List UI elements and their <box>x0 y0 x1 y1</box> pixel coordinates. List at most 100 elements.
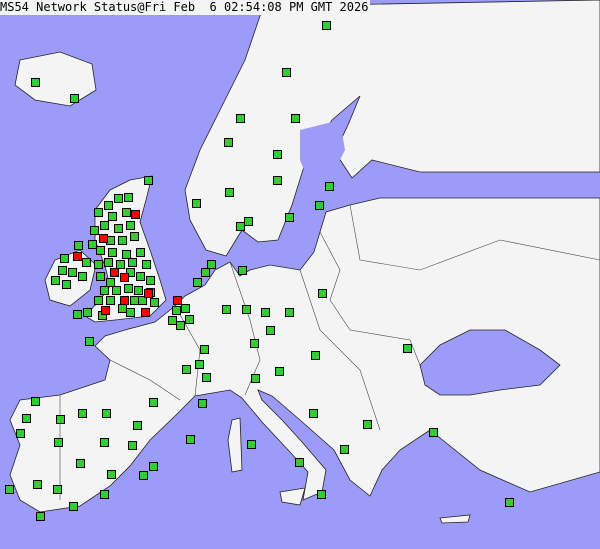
station-marker-ok[interactable] <box>238 266 247 275</box>
station-marker-ok[interactable] <box>85 337 94 346</box>
station-marker-ok[interactable] <box>73 310 82 319</box>
station-marker-ok[interactable] <box>68 268 77 277</box>
station-marker-ok[interactable] <box>122 250 131 259</box>
station-marker-ok[interactable] <box>311 351 320 360</box>
station-marker-ok[interactable] <box>200 345 209 354</box>
station-marker-ok[interactable] <box>108 248 117 257</box>
station-marker-ok[interactable] <box>146 276 155 285</box>
station-marker-alert[interactable] <box>99 234 108 243</box>
station-marker-ok[interactable] <box>247 440 256 449</box>
station-marker-ok[interactable] <box>102 409 111 418</box>
station-marker-ok[interactable] <box>96 246 105 255</box>
station-marker-ok[interactable] <box>128 258 137 267</box>
station-marker-ok[interactable] <box>107 470 116 479</box>
station-marker-ok[interactable] <box>78 409 87 418</box>
station-marker-ok[interactable] <box>317 490 326 499</box>
station-marker-ok[interactable] <box>273 176 282 185</box>
station-marker-ok[interactable] <box>182 365 191 374</box>
station-marker-ok[interactable] <box>505 498 514 507</box>
station-marker-alert[interactable] <box>101 306 110 315</box>
station-marker-ok[interactable] <box>340 445 349 454</box>
station-marker-ok[interactable] <box>242 305 251 314</box>
station-marker-alert[interactable] <box>120 273 129 282</box>
station-marker-ok[interactable] <box>250 339 259 348</box>
station-marker-ok[interactable] <box>53 485 62 494</box>
station-marker-ok[interactable] <box>275 367 284 376</box>
station-marker-ok[interactable] <box>31 78 40 87</box>
station-marker-ok[interactable] <box>309 409 318 418</box>
station-marker-ok[interactable] <box>150 298 159 307</box>
station-marker-ok[interactable] <box>114 194 123 203</box>
station-marker-ok[interactable] <box>142 260 151 269</box>
station-marker-alert[interactable] <box>131 210 140 219</box>
station-marker-ok[interactable] <box>363 420 372 429</box>
station-marker-ok[interactable] <box>236 222 245 231</box>
station-marker-ok[interactable] <box>236 114 245 123</box>
station-marker-ok[interactable] <box>144 176 153 185</box>
station-marker-ok[interactable] <box>251 374 260 383</box>
station-marker-alert[interactable] <box>141 308 150 317</box>
station-marker-ok[interactable] <box>136 272 145 281</box>
station-marker-ok[interactable] <box>318 289 327 298</box>
station-marker-ok[interactable] <box>100 438 109 447</box>
station-marker-ok[interactable] <box>56 415 65 424</box>
station-marker-ok[interactable] <box>138 296 147 305</box>
station-marker-ok[interactable] <box>100 286 109 295</box>
station-marker-ok[interactable] <box>58 266 67 275</box>
station-marker-ok[interactable] <box>118 236 127 245</box>
station-marker-ok[interactable] <box>192 199 201 208</box>
station-marker-ok[interactable] <box>94 208 103 217</box>
station-marker-ok[interactable] <box>403 344 412 353</box>
station-marker-ok[interactable] <box>172 306 181 315</box>
station-marker-ok[interactable] <box>195 360 204 369</box>
station-marker-ok[interactable] <box>54 438 63 447</box>
station-marker-ok[interactable] <box>36 512 45 521</box>
station-marker-alert[interactable] <box>120 296 129 305</box>
station-marker-ok[interactable] <box>201 268 210 277</box>
station-marker-ok[interactable] <box>207 260 216 269</box>
station-marker-ok[interactable] <box>134 286 143 295</box>
station-marker-ok[interactable] <box>124 284 133 293</box>
station-marker-ok[interactable] <box>100 221 109 230</box>
station-marker-ok[interactable] <box>33 480 42 489</box>
station-marker-ok[interactable] <box>114 224 123 233</box>
station-marker-ok[interactable] <box>69 502 78 511</box>
station-marker-ok[interactable] <box>285 308 294 317</box>
station-marker-alert[interactable] <box>73 252 82 261</box>
station-marker-ok[interactable] <box>90 226 99 235</box>
station-marker-ok[interactable] <box>244 217 253 226</box>
station-marker-ok[interactable] <box>136 248 145 257</box>
station-marker-ok[interactable] <box>429 428 438 437</box>
station-marker-alert[interactable] <box>110 268 119 277</box>
station-marker-ok[interactable] <box>285 213 294 222</box>
station-marker-ok[interactable] <box>322 21 331 30</box>
station-marker-ok[interactable] <box>94 296 103 305</box>
station-marker-alert[interactable] <box>173 296 182 305</box>
station-marker-ok[interactable] <box>106 296 115 305</box>
station-marker-ok[interactable] <box>22 414 31 423</box>
station-marker-ok[interactable] <box>96 272 105 281</box>
station-marker-ok[interactable] <box>108 212 117 221</box>
station-marker-ok[interactable] <box>70 94 79 103</box>
station-marker-ok[interactable] <box>94 260 103 269</box>
station-marker-ok[interactable] <box>128 441 137 450</box>
station-marker-alert[interactable] <box>144 289 153 298</box>
station-marker-ok[interactable] <box>273 150 282 159</box>
station-marker-ok[interactable] <box>224 138 233 147</box>
station-marker-ok[interactable] <box>31 397 40 406</box>
station-marker-ok[interactable] <box>76 459 85 468</box>
station-marker-ok[interactable] <box>261 308 270 317</box>
station-marker-ok[interactable] <box>139 471 148 480</box>
station-marker-ok[interactable] <box>225 188 234 197</box>
station-marker-ok[interactable] <box>282 68 291 77</box>
station-marker-ok[interactable] <box>186 435 195 444</box>
station-marker-ok[interactable] <box>104 258 113 267</box>
station-marker-ok[interactable] <box>198 399 207 408</box>
station-marker-ok[interactable] <box>126 268 135 277</box>
station-marker-ok[interactable] <box>126 308 135 317</box>
station-marker-ok[interactable] <box>126 221 135 230</box>
station-marker-ok[interactable] <box>5 485 14 494</box>
station-marker-ok[interactable] <box>149 398 158 407</box>
station-marker-ok[interactable] <box>193 278 202 287</box>
station-marker-ok[interactable] <box>133 421 142 430</box>
